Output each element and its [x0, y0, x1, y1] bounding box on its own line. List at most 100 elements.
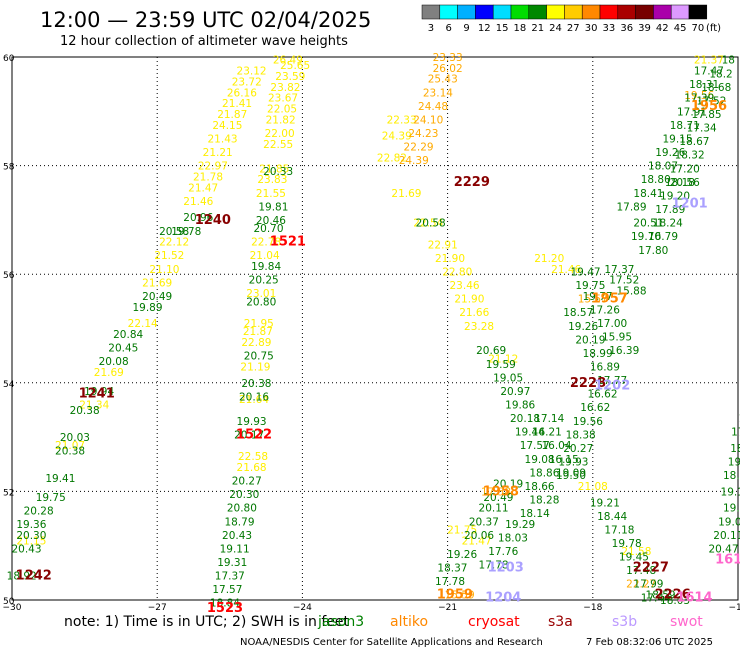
wave-height-label: 19.68 [723, 503, 740, 515]
wave-height-label: 20.49 [142, 291, 172, 303]
wave-height-label: 18.92 [7, 571, 37, 583]
colorbar-swatch [510, 4, 530, 20]
wave-height-label: 19.31 [217, 557, 247, 569]
colorbar-label: 27 [567, 23, 580, 34]
wave-height-label: 19.14 [721, 486, 740, 498]
wave-height-label: 17.39 [684, 93, 714, 105]
wave-height-label: 20.84 [113, 329, 143, 341]
wave-height-label: 21.58 [621, 546, 651, 558]
x-tick-label: −21 [438, 603, 457, 613]
wave-height-label: 16.62 [580, 402, 610, 414]
colorbar-label: 39 [638, 23, 651, 34]
wave-height-label: 19.15 [662, 133, 692, 145]
wave-height-label: 23.67 [268, 93, 298, 105]
wave-height-label: 22.89 [241, 337, 271, 349]
wave-height-label: 19.81 [258, 201, 288, 213]
wave-height-label: 20.18 [510, 413, 540, 425]
wave-height-label: 20.37 [469, 516, 499, 528]
legend-jason3: jason3 [317, 614, 364, 630]
colorbar-swatch [581, 4, 601, 20]
pass-time-label: 1615 [715, 552, 740, 567]
wave-height-label: 18.67 [679, 136, 709, 148]
wave-height-label: 24.15 [212, 120, 242, 132]
wave-height-label: 17.99 [633, 579, 663, 591]
colorbar-swatch [599, 4, 619, 20]
footer-timestamp: 7 Feb 08:32:06 UTC 2025 [586, 637, 713, 648]
wave-height-label: 26.16 [227, 87, 257, 99]
wave-height-label: 19.09 [556, 467, 586, 479]
wave-height-label: 17.44 [641, 592, 671, 604]
pass-time-label: 1240 [195, 213, 231, 228]
wave-height-label: 22.00 [265, 128, 295, 140]
wave-height-label: 20.43 [222, 530, 252, 542]
y-tick-labels: 50 52 54 56 58 60 [3, 54, 15, 607]
wave-height-label: 18.41 [633, 188, 663, 200]
wave-height-label: 20.06 [464, 530, 494, 542]
wave-height-label: 17.78 [479, 560, 509, 572]
colorbar-label: 30 [585, 23, 598, 34]
wave-height-label: 19.77 [583, 291, 613, 303]
wave-height-label: 22.27 [626, 579, 656, 591]
wave-height-label: 17.3 [731, 427, 740, 439]
wave-height-label: 20.69 [476, 345, 506, 357]
colorbar-label: 45 [674, 23, 687, 34]
x-tick-label: −18 [583, 603, 602, 613]
wave-height-label: 21.95 [244, 318, 274, 330]
pass-time-label: 2228 [570, 376, 606, 391]
wave-height-label: 19.41 [45, 473, 75, 485]
wave-height-label: 19.78 [171, 226, 201, 238]
wave-height-label: 18.66 [525, 481, 555, 493]
wave-height-label: 18.32 [675, 150, 705, 162]
wave-height-label: 22.14 [128, 318, 158, 330]
wave-height-label: 20.19 [493, 478, 523, 490]
wave-height-label: 19.44 [515, 427, 545, 439]
pass-time-label: 1203 [488, 560, 524, 575]
wave-height-label: 20.38 [70, 405, 100, 417]
wave-height-label: 21.69 [94, 367, 124, 379]
wave-height-label: 19.29 [505, 519, 535, 531]
colorbar-swatch [670, 4, 690, 20]
wave-height-label: 17.48 [626, 565, 656, 577]
wave-height-label: 18 [722, 55, 735, 67]
wave-height-label: 17.77 [597, 375, 627, 387]
wave-height-label: 21.20 [534, 253, 564, 265]
wave-height-label: 20.08 [99, 356, 129, 368]
colorbar-swatch [457, 4, 476, 20]
wave-height-label: 15.95 [602, 332, 632, 344]
wave-height-label: 18.18 [665, 177, 695, 189]
wave-height-label: 23.72 [232, 76, 262, 88]
wave-height-label: 21.04 [250, 250, 280, 262]
colorbar-label: 3 [428, 23, 434, 34]
wave-height-label: 22.97 [198, 161, 228, 173]
wave-height-label: 19.47 [571, 266, 601, 278]
wave-height-label: 26.49 [273, 55, 303, 67]
wave-height-label: 21.55 [256, 188, 286, 200]
colorbar-swatch [528, 4, 547, 20]
wave-height-label: 20.70 [253, 223, 283, 235]
wave-height-label: 21.19 [240, 362, 270, 374]
wave-height-label: 21.37 [694, 55, 724, 67]
wave-height-label: 21.90 [454, 294, 484, 306]
wave-height-label: 20.11 [479, 503, 509, 515]
wave-height-label: 21.34 [79, 400, 109, 412]
y-tick-label: 56 [3, 271, 15, 281]
wave-height-label: 23.14 [423, 87, 453, 99]
wave-height-label: 20.45 [108, 343, 138, 355]
wave-height-label: 19.94 [84, 386, 114, 398]
legend-altiko: altiko [390, 614, 428, 630]
wave-height-label: 20.17 [234, 429, 264, 441]
colorbar: 3 6 9 12 15 18 21 24 27 30 33 36 39 42 45 70 [421, 4, 708, 34]
wave-height-label: 20.43 [11, 543, 41, 555]
wave-height-label: 21.64 [239, 394, 269, 406]
colorbar-swatch [653, 4, 672, 20]
wave-height-label: 17.52 [696, 95, 726, 107]
wave-height-label: 19.75 [575, 280, 605, 292]
wave-height-label: 18.28 [529, 495, 559, 507]
wave-height-label: 19.26 [447, 549, 477, 561]
wave-height-label: 19.56 [684, 90, 714, 102]
wave-height-label: 21.15 [16, 535, 46, 547]
wave-height-label: 17.20 [670, 163, 700, 175]
wave-height-label: 22.54 [413, 218, 443, 230]
wave-height-label: 22.82 [377, 152, 407, 164]
wave-height-label: 17.52 [609, 275, 639, 287]
